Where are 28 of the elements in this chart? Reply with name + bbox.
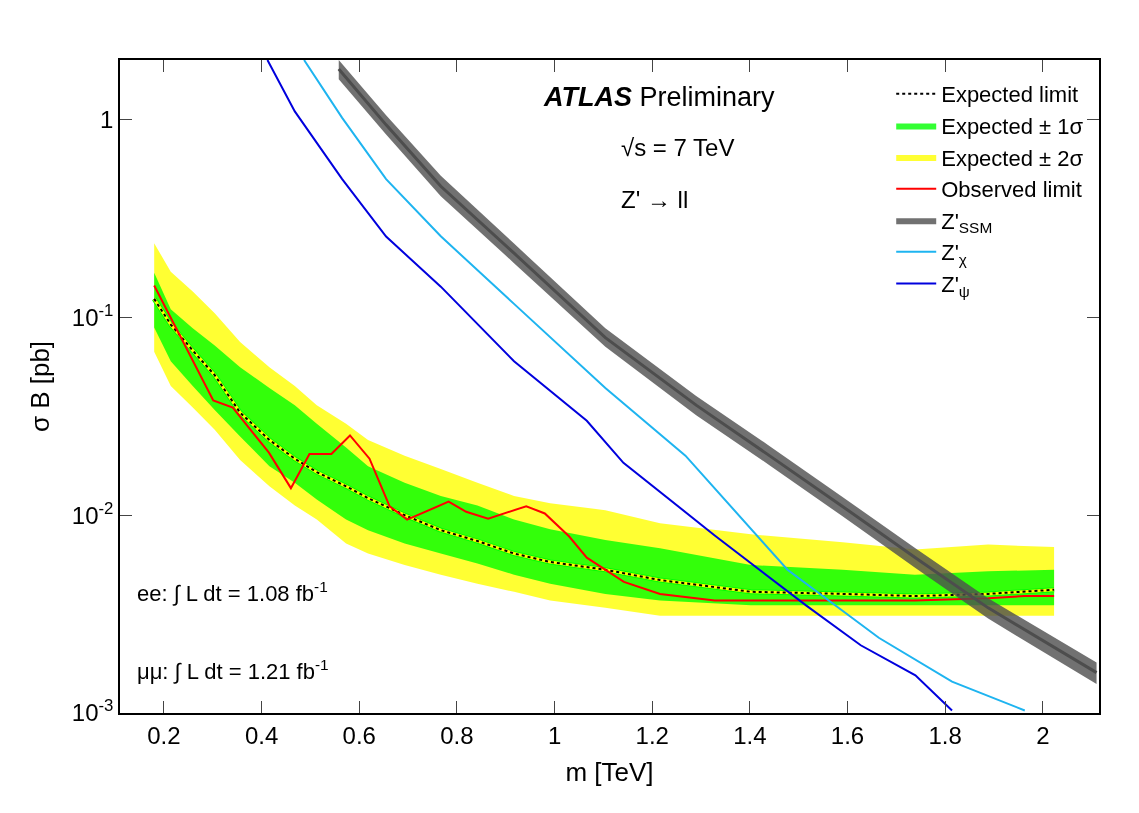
annotation: μμ: ∫ L dt = 1.21 fb$^{-1}$ — [137, 656, 329, 685]
x-tick-label: 2 — [1036, 721, 1050, 749]
x-tick-label: 0.2 — [147, 721, 181, 749]
annotation: √s = 7 TeV — [621, 134, 735, 161]
x-tick-label: 0.8 — [440, 721, 474, 749]
y-tick-label: 1 — [100, 105, 114, 133]
x-axis-title: m [TeV] — [565, 756, 654, 787]
annotation: ATLAS Preliminary — [543, 82, 776, 112]
x-tick-label: 1 — [547, 721, 562, 749]
legend-label: Observed limit — [941, 177, 1082, 203]
annotation: Z' → ll — [621, 186, 689, 213]
legend-label: Z'$_{SSM}$ — [941, 208, 993, 237]
legend-label: Expected limit — [941, 82, 1079, 108]
x-tick-label: 1.4 — [733, 721, 767, 749]
y-tick-label: 10$^{-3}$ — [71, 696, 114, 727]
x-tick-label: 1.8 — [928, 721, 962, 749]
legend-label: Expected ± 1σ — [941, 114, 1084, 140]
y-tick-label: 10$^{-2}$ — [71, 498, 114, 529]
annotation: ee: ∫ L dt = 1.08 fb$^{-1}$ — [137, 578, 328, 607]
x-tick-label: 0.6 — [342, 721, 376, 749]
x-tick-label: 0.4 — [244, 721, 279, 749]
x-tick-label: 1.6 — [830, 721, 865, 749]
y-axis-title: σ B [pb] — [24, 340, 55, 433]
legend-label: Z'$_{ψ}$ — [941, 272, 970, 300]
y-tick-label: 10$^{-1}$ — [71, 300, 114, 331]
legend-label: Expected ± 2σ — [941, 145, 1084, 171]
x-tick-label: 1.2 — [635, 721, 669, 749]
legend-label: Z'$_{χ}$ — [941, 240, 967, 269]
